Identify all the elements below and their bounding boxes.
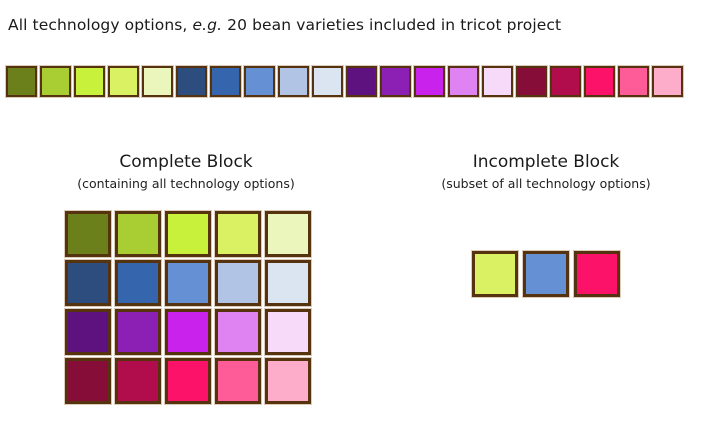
color-swatch — [142, 66, 173, 97]
color-swatch — [215, 309, 261, 355]
complete-block-subheading: (containing all technology options) — [77, 176, 295, 192]
color-swatch — [265, 211, 311, 257]
color-swatch — [472, 251, 518, 297]
figure-title-emphasis: e.g. — [192, 16, 223, 34]
complete-block-heading: Complete Block — [119, 152, 253, 172]
color-swatch — [482, 66, 513, 97]
figure-title-prefix: All technology options, — [8, 16, 193, 34]
all-options-swatch-strip — [6, 66, 683, 97]
color-swatch — [115, 309, 161, 355]
color-swatch — [165, 211, 211, 257]
color-swatch — [584, 66, 615, 97]
color-swatch — [652, 66, 683, 97]
color-swatch — [6, 66, 37, 97]
color-swatch — [40, 66, 71, 97]
color-swatch — [265, 260, 311, 306]
color-swatch — [312, 66, 343, 97]
color-swatch — [265, 358, 311, 404]
color-swatch — [65, 211, 111, 257]
incomplete-block-subheading: (subset of all technology options) — [441, 176, 651, 192]
color-swatch — [65, 358, 111, 404]
color-swatch — [516, 66, 547, 97]
color-swatch — [215, 260, 261, 306]
color-swatch — [74, 66, 105, 97]
color-swatch — [346, 66, 377, 97]
figure-title-suffix: 20 bean varieties included in tricot pro… — [222, 16, 562, 34]
incomplete-block-header: Incomplete Block (subset of all technolo… — [396, 152, 696, 191]
color-swatch — [176, 66, 207, 97]
color-swatch — [165, 358, 211, 404]
color-swatch — [574, 251, 620, 297]
incomplete-block-heading: Incomplete Block — [472, 152, 620, 172]
complete-block-grid — [65, 211, 311, 404]
color-swatch — [115, 211, 161, 257]
color-swatch — [210, 66, 241, 97]
color-swatch — [65, 309, 111, 355]
color-swatch — [550, 66, 581, 97]
color-swatch — [265, 309, 311, 355]
color-swatch — [215, 358, 261, 404]
color-swatch — [108, 66, 139, 97]
color-swatch — [215, 211, 261, 257]
color-swatch — [115, 358, 161, 404]
color-swatch — [115, 260, 161, 306]
figure-title: All technology options, e.g. 20 bean var… — [8, 16, 561, 34]
color-swatch — [278, 66, 309, 97]
color-swatch — [414, 66, 445, 97]
color-swatch — [244, 66, 275, 97]
complete-block-header: Complete Block (containing all technolog… — [26, 152, 346, 191]
color-swatch — [165, 309, 211, 355]
color-swatch — [65, 260, 111, 306]
color-swatch — [380, 66, 411, 97]
incomplete-block-row — [472, 251, 620, 297]
color-swatch — [523, 251, 569, 297]
color-swatch — [165, 260, 211, 306]
color-swatch — [618, 66, 649, 97]
color-swatch — [448, 66, 479, 97]
